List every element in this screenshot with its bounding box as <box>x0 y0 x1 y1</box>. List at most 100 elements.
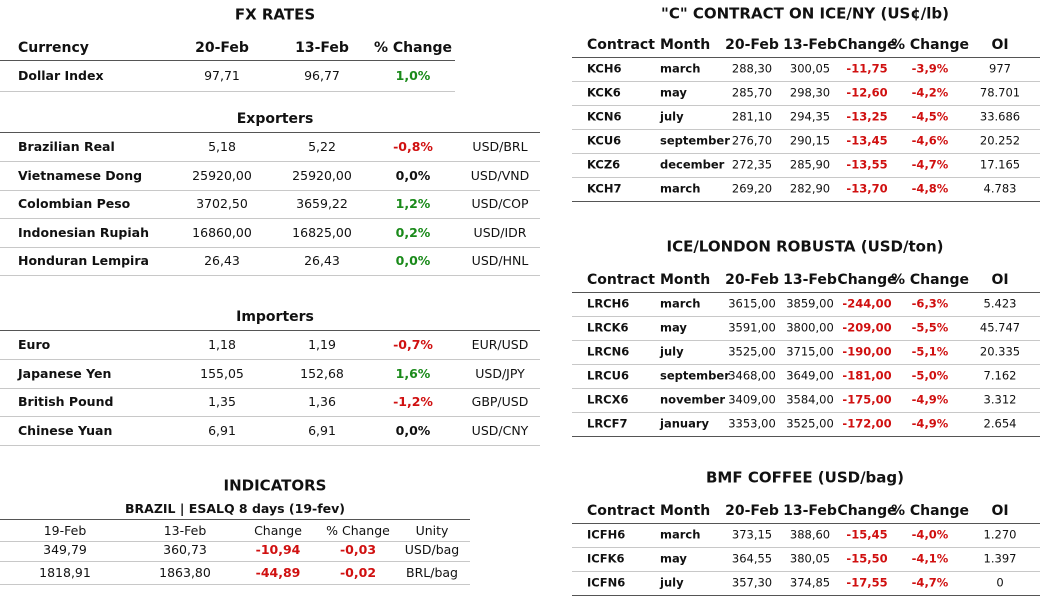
rule <box>572 388 1040 389</box>
row-label: LRCH6 <box>587 296 630 311</box>
cell: 349,79 <box>43 541 87 557</box>
cell: 1,2% <box>395 195 431 211</box>
row-label: KCZ6 <box>587 157 621 172</box>
cell: 3649,00 <box>786 368 834 383</box>
cell: march <box>660 181 701 196</box>
section-title: FX RATES <box>234 5 316 24</box>
cell: 1,36 <box>308 393 336 409</box>
column-header: Contract <box>587 37 655 53</box>
cell: 7.162 <box>983 368 1017 383</box>
cell: 285,70 <box>731 85 773 100</box>
rule <box>0 444 540 446</box>
row-label: LRCN6 <box>587 344 630 359</box>
subtitle: BRAZIL | ESALQ 8 days (19-fev) <box>125 500 345 516</box>
cell: december <box>660 157 725 172</box>
cell: -4,8% <box>911 181 949 196</box>
rule <box>0 330 540 331</box>
rule <box>0 541 470 542</box>
cell: -0,03 <box>339 541 377 557</box>
cell: 1,35 <box>208 393 236 409</box>
cell: 3800,00 <box>786 320 834 335</box>
column-header: % Change <box>373 40 453 56</box>
row-label: KCN6 <box>587 109 622 124</box>
cell: -13,70 <box>846 181 888 196</box>
cell: GBP/USD <box>471 393 529 409</box>
cell: 282,90 <box>789 181 831 196</box>
cell: 374,85 <box>789 575 831 590</box>
cell: 388,60 <box>789 527 831 542</box>
cell: 3409,00 <box>728 392 776 407</box>
row-label: ICFH6 <box>587 527 626 542</box>
rule <box>572 129 1040 130</box>
cell: 45.747 <box>979 320 1021 335</box>
cell: 1818,91 <box>39 564 91 580</box>
cell: USD/COP <box>471 195 529 211</box>
cell: september <box>660 133 730 148</box>
cell: -4,7% <box>911 157 949 172</box>
cell: 380,05 <box>789 551 831 566</box>
cell: 3468,00 <box>728 368 776 383</box>
cell: 3659,22 <box>296 195 348 211</box>
rule <box>0 416 540 417</box>
row-label: Dollar Index <box>18 67 104 83</box>
row-label: Honduran Lempira <box>18 252 149 268</box>
cell: 1863,80 <box>159 564 211 580</box>
cell: 20.335 <box>979 344 1021 359</box>
cell: -244,00 <box>842 296 892 311</box>
cell: 272,35 <box>731 157 773 172</box>
row-label: KCH6 <box>587 61 622 76</box>
column-header: Month <box>660 503 711 519</box>
cell: -181,00 <box>842 368 892 383</box>
cell: september <box>660 368 730 383</box>
cell: -172,00 <box>842 416 892 431</box>
cell: -5,1% <box>911 344 949 359</box>
row-label: British Pound <box>18 393 114 409</box>
cell: -13,45 <box>846 133 888 148</box>
rule <box>0 359 540 360</box>
row-label: Brazilian Real <box>18 138 115 154</box>
cell: 298,30 <box>789 85 831 100</box>
cell: july <box>660 344 684 359</box>
cell: -4,5% <box>911 109 949 124</box>
cell: november <box>660 392 726 407</box>
rule <box>0 246 540 248</box>
rule <box>572 316 1040 317</box>
column-header: Contract <box>587 272 655 288</box>
rule <box>0 218 540 219</box>
row-label: KCH7 <box>587 181 622 196</box>
cell: 5,18 <box>208 138 236 154</box>
cell: 290,15 <box>789 133 831 148</box>
cell: january <box>660 416 710 431</box>
cell: USD/CNY <box>471 422 529 438</box>
row-label: LRCU6 <box>587 368 629 383</box>
cell: 269,20 <box>731 181 773 196</box>
rule <box>572 292 1040 293</box>
cell: 78.701 <box>979 85 1021 100</box>
cell: 3584,00 <box>786 392 834 407</box>
cell: -4,7% <box>911 575 949 590</box>
cell: 3702,50 <box>196 195 248 211</box>
row-label: KCU6 <box>587 133 622 148</box>
rule <box>572 105 1040 106</box>
table-title: "C" CONTRACT ON ICE/NY (US¢/lb) <box>661 4 949 23</box>
cell: 152,68 <box>300 365 344 381</box>
cell: -190,00 <box>842 344 892 359</box>
cell: 1,19 <box>308 336 336 352</box>
column-header: Contract <box>587 503 655 519</box>
column-header: 20-Feb <box>725 272 779 288</box>
cell: -4,9% <box>911 392 949 407</box>
column-header: 13-Feb <box>783 37 837 53</box>
cell: USD/JPY <box>475 365 525 381</box>
cell: -5,5% <box>911 320 949 335</box>
cell: -10,94 <box>255 541 301 557</box>
cell: 96,77 <box>304 67 340 83</box>
cell: USD/HNL <box>471 252 529 268</box>
cell: -0,8% <box>393 138 433 154</box>
row-label: ICFK6 <box>587 551 625 566</box>
row-label: Euro <box>18 336 51 352</box>
rule <box>572 571 1040 572</box>
cell: -0,7% <box>393 336 433 352</box>
cell: EUR/USD <box>471 336 529 352</box>
rule <box>0 519 470 520</box>
cell: 373,15 <box>731 527 773 542</box>
